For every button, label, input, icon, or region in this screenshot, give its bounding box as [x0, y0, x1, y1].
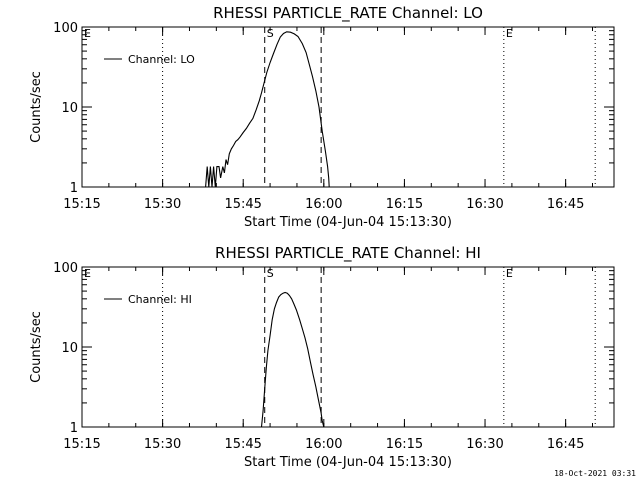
panel-hi-edge-label: E	[84, 267, 91, 280]
panel-hi-frame	[81, 266, 615, 428]
panel-hi-xtick-label: 16:00	[305, 437, 342, 452]
plot-timestamp: 18-Oct-2021 03:31	[554, 469, 636, 478]
panel-hi-legend-label: Channel: HI	[128, 293, 192, 306]
panel-hi-xtick-label: 16:45	[547, 437, 584, 452]
panel-lo-xtick-label: 16:15	[386, 197, 423, 212]
panel-hi-ytick-label: 100	[53, 261, 78, 276]
panel-lo-ytick-label: 100	[53, 21, 78, 36]
panel-hi-xtick-label: 16:30	[466, 437, 503, 452]
panel-lo-ytick-label: 1	[70, 181, 78, 196]
panel-hi-ytick-label: 1	[70, 421, 78, 436]
panel-hi-xtick-label: 16:15	[386, 437, 423, 452]
panel-lo-legend-label: Channel: LO	[128, 53, 195, 66]
panel-lo-vline-label: S	[267, 27, 274, 40]
panel-lo-edge-label: E	[84, 27, 91, 40]
panel-hi-xlabel: Start Time (04-Jun-04 15:13:30)	[244, 455, 452, 470]
panel-hi-vline-label: S	[267, 267, 274, 280]
panel-hi-ylabel: Counts/sec	[29, 311, 44, 383]
panel-hi-title: RHESSI PARTICLE_RATE Channel: HI	[215, 244, 481, 263]
panel-lo-ytick-label: 10	[61, 101, 78, 116]
panel-hi-xtick-label: 15:30	[144, 437, 181, 452]
panel-hi-xtick-label: 15:45	[224, 437, 261, 452]
panel-lo-vline-label: E	[506, 27, 513, 40]
panel-hi-vline-label: E	[506, 267, 513, 280]
panel-lo-xtick-label: 16:00	[305, 197, 342, 212]
panel-hi-series-line	[260, 291, 325, 428]
panel-lo-title: RHESSI PARTICLE_RATE Channel: LO	[213, 4, 483, 23]
panel-lo-xtick-label: 15:30	[144, 197, 181, 212]
panel-hi-xtick-label: 15:15	[63, 437, 100, 452]
panel-lo-xtick-label: 15:15	[63, 197, 100, 212]
panel-lo-xtick-label: 16:45	[547, 197, 584, 212]
panel-lo-xlabel: Start Time (04-Jun-04 15:13:30)	[244, 215, 452, 230]
panel-lo-ylabel: Counts/sec	[29, 71, 44, 143]
panel-hi-ytick-label: 10	[61, 341, 78, 356]
panel-lo-frame	[81, 26, 615, 188]
panel-lo-xtick-label: 15:45	[224, 197, 261, 212]
panel-lo-xtick-label: 16:30	[466, 197, 503, 212]
panel-lo-series-line	[205, 31, 330, 188]
